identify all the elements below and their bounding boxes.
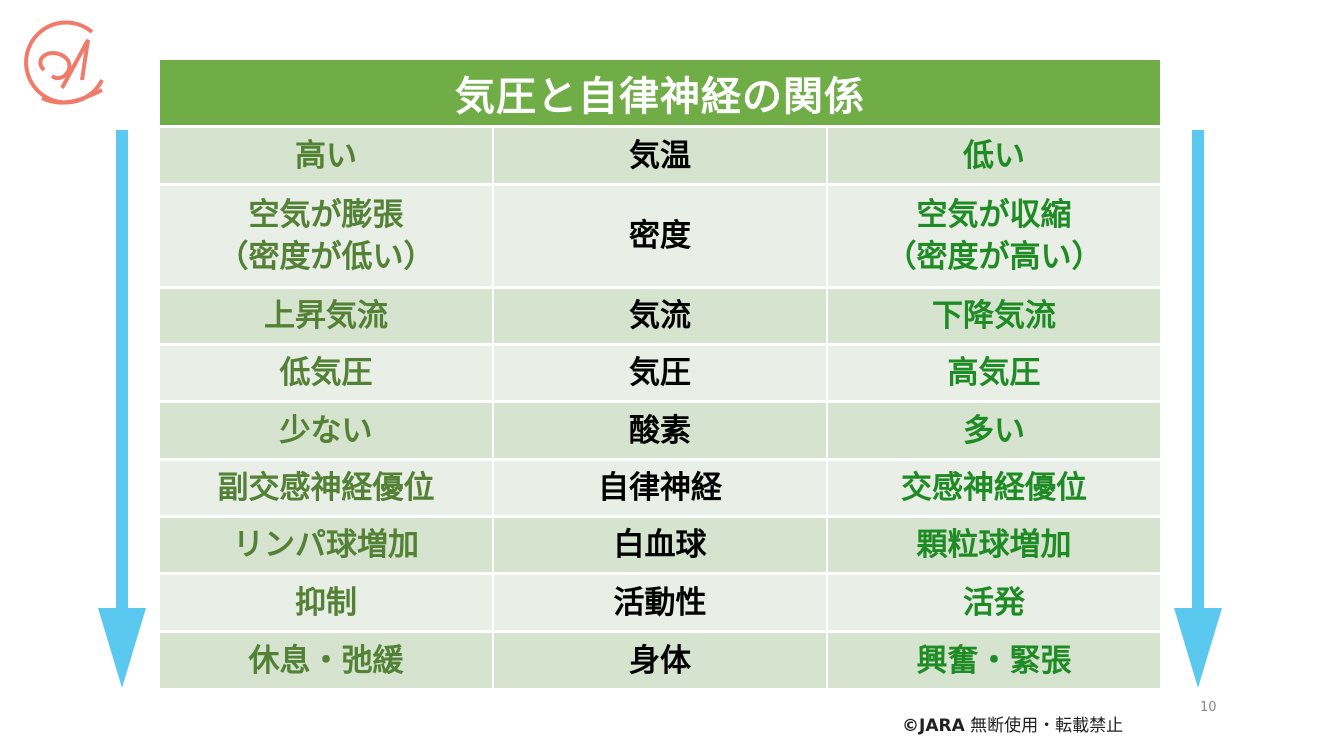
table-row: 低気圧 気圧 高気圧 xyxy=(160,346,1160,400)
cell-middle: 気圧 xyxy=(494,346,826,400)
cell-left: リンパ球増加 xyxy=(160,518,492,572)
cell-left: 低気圧 xyxy=(160,346,492,400)
cell-right: 多い xyxy=(828,403,1160,458)
cell-left: 抑制 xyxy=(160,575,492,630)
cell-middle: 活動性 xyxy=(494,575,826,630)
cell-middle: 密度 xyxy=(494,186,826,286)
cell-middle: 身体 xyxy=(494,633,826,688)
down-arrow-right-icon xyxy=(1174,130,1222,688)
down-arrow-left-icon xyxy=(98,130,146,688)
table-row: 休息・弛緩 身体 興奮・緊張 xyxy=(160,633,1160,688)
table-row: 空気が膨張 （密度が低い） 密度 空気が収縮 （密度が高い） xyxy=(160,186,1160,286)
cell-left: 少ない xyxy=(160,403,492,458)
copyright: ©JARA xyxy=(902,716,965,736)
cell-right: 高気圧 xyxy=(828,346,1160,400)
cell-right: 交感神経優位 xyxy=(828,461,1160,515)
cell-middle: 酸素 xyxy=(494,403,826,458)
page-number: 10 xyxy=(1200,700,1217,715)
jara-logo xyxy=(24,20,104,105)
table-row: 高い 気温 低い xyxy=(160,128,1160,183)
cell-left: 副交感神経優位 xyxy=(160,461,492,515)
copyright-footer: ©JARA 無断使用・転載禁止 xyxy=(902,711,1123,736)
cell-left: 空気が膨張 （密度が低い） xyxy=(160,186,492,286)
cell-right: 興奮・緊張 xyxy=(828,633,1160,688)
cell-right: 低い xyxy=(828,128,1160,183)
table-row: リンパ球増加 白血球 顆粒球増加 xyxy=(160,518,1160,572)
comparison-table: 気圧と自律神経の関係 高い 気温 低い 空気が膨張 （密度が低い） 密度 空気が収縮 （密… xyxy=(160,60,1160,688)
cell-right: 活発 xyxy=(828,575,1160,630)
table-row: 上昇気流 気流 下降気流 xyxy=(160,289,1160,343)
table-row: 副交感神経優位 自律神経 交感神経優位 xyxy=(160,461,1160,515)
cell-middle: 気流 xyxy=(494,289,826,343)
table-row: 抑制 活動性 活発 xyxy=(160,575,1160,630)
cell-right: 空気が収縮 （密度が高い） xyxy=(828,186,1160,286)
cell-left: 上昇気流 xyxy=(160,289,492,343)
cell-right: 下降気流 xyxy=(828,289,1160,343)
cell-right: 顆粒球増加 xyxy=(828,518,1160,572)
cell-left: 高い xyxy=(160,128,492,183)
cell-middle: 気温 xyxy=(494,128,826,183)
table-title: 気圧と自律神経の関係 xyxy=(160,60,1160,125)
cell-middle: 白血球 xyxy=(494,518,826,572)
cell-middle: 自律神経 xyxy=(494,461,826,515)
table-row: 少ない 酸素 多い xyxy=(160,403,1160,458)
usage-notice: 無断使用・転載禁止 xyxy=(970,716,1124,736)
cell-left: 休息・弛緩 xyxy=(160,633,492,688)
